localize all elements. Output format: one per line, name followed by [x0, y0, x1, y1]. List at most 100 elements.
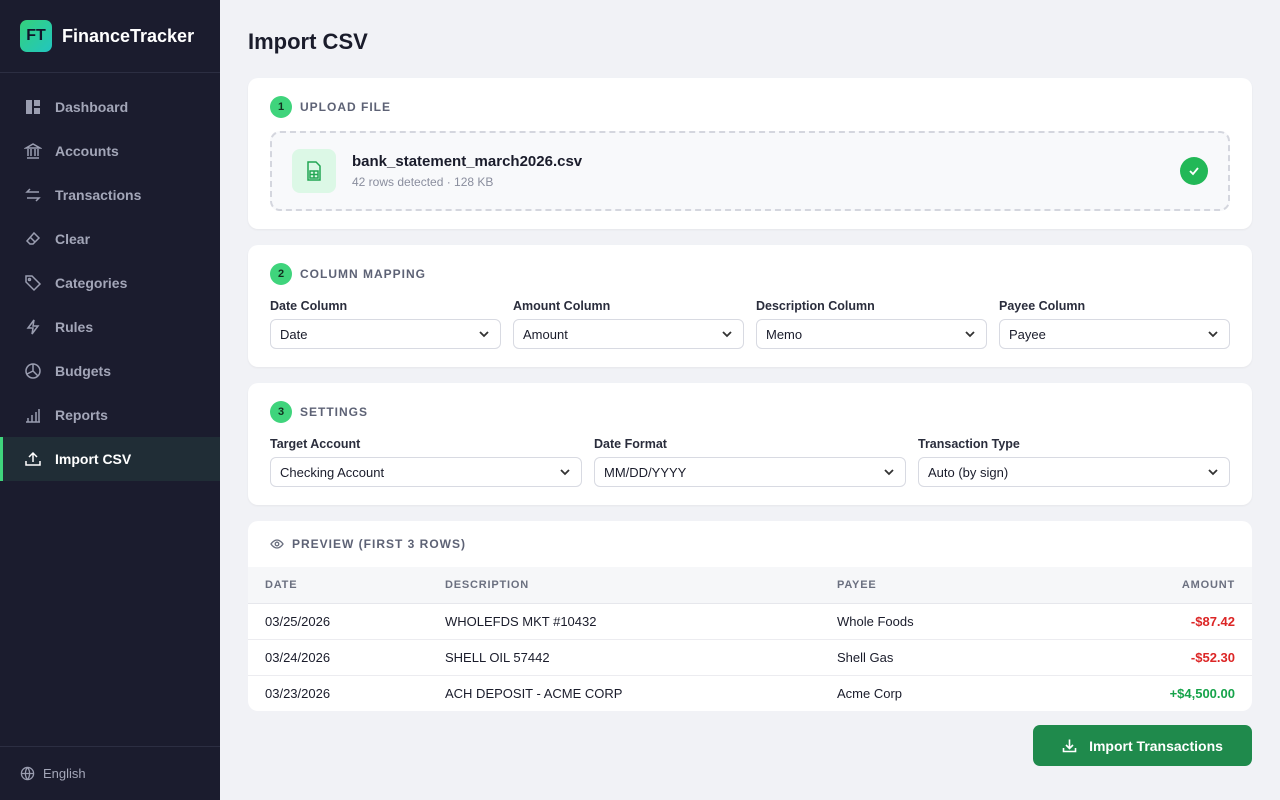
target-account-select[interactable]: Checking Account	[270, 457, 582, 487]
sidebar-item-label: Categories	[55, 275, 128, 291]
page-title: Import CSV	[248, 29, 368, 54]
column-header: PAYEE	[837, 567, 1037, 604]
spreadsheet-file-icon	[292, 149, 336, 193]
button-label: Import Transactions	[1089, 737, 1223, 754]
globe-icon	[20, 766, 35, 781]
preview-table: DATE DESCRIPTION PAYEE AMOUNT 03/25/2026…	[248, 567, 1252, 711]
cell-description: WHOLEFDS MKT #10432	[445, 603, 837, 640]
tag-icon	[25, 275, 42, 292]
sidebar-item-label: Transactions	[55, 187, 142, 203]
chevron-down-icon	[479, 331, 489, 338]
chevron-down-icon	[722, 331, 732, 338]
bank-icon	[24, 143, 42, 159]
sidebar-item-label: Rules	[55, 319, 94, 335]
amount-column-select[interactable]: Amount	[513, 319, 744, 349]
eye-icon	[270, 539, 284, 549]
select-value: Checking Account	[280, 464, 385, 480]
import-transactions-button[interactable]: Import Transactions	[1033, 725, 1252, 766]
sidebar-item-rules[interactable]: Rules	[0, 305, 220, 349]
sidebar-item-dashboard[interactable]: Dashboard	[0, 85, 220, 129]
chevron-down-icon	[1208, 331, 1218, 338]
language-label: English	[43, 766, 86, 781]
field-label: Payee Column	[999, 299, 1086, 313]
chevron-down-icon	[1208, 469, 1218, 476]
select-value: Payee	[1009, 326, 1046, 342]
sidebar-item-label: Dashboard	[55, 99, 129, 115]
sidebar-item-categories[interactable]: Categories	[0, 261, 220, 305]
cell-description: SHELL OIL 57442	[445, 639, 837, 676]
sidebar-nav: Dashboard Accounts Transactions Clear Ca…	[0, 73, 220, 481]
select-value: Date	[280, 326, 308, 342]
check-icon	[1180, 157, 1208, 185]
sidebar-item-clear[interactable]: Clear	[0, 217, 220, 261]
file-meta: 42 rows detected · 128 KB	[352, 175, 494, 189]
logo: FT	[20, 20, 52, 52]
date-format-select[interactable]: MM/DD/YYYY	[594, 457, 906, 487]
section-title: COLUMN MAPPING	[300, 267, 426, 281]
pie-icon	[25, 363, 41, 379]
arrows-icon	[25, 188, 41, 202]
table-row: 03/24/2026 SHELL OIL 57442 Shell Gas -$52.3…	[248, 639, 1252, 676]
sidebar-item-reports[interactable]: Reports	[0, 393, 220, 437]
payee-column-select[interactable]: Payee	[999, 319, 1230, 349]
cell-date: 03/23/2026	[265, 685, 331, 701]
section-title: SETTINGS	[300, 405, 369, 419]
select-value: Auto (by sign)	[928, 464, 1009, 480]
upload-icon	[25, 451, 41, 466]
preview-title: PREVIEW (FIRST 3 ROWS)	[292, 537, 467, 551]
column-header: DESCRIPTION	[445, 567, 837, 604]
cell-amount: +$4,500.00	[1169, 685, 1235, 701]
select-value: Memo	[766, 326, 803, 342]
sidebar-item-accounts[interactable]: Accounts	[0, 129, 220, 173]
upload-card: 1 UPLOAD FILE bank_statement_march2026.cs…	[248, 78, 1252, 229]
field-label: Transaction Type	[918, 437, 1020, 451]
select-value: Amount	[523, 326, 568, 342]
sidebar-item-label: Accounts	[55, 143, 119, 159]
cell-amount: -$52.30	[1036, 639, 1252, 676]
sidebar-item-label: Budgets	[55, 363, 111, 379]
sidebar-item-import-csv[interactable]: Import CSV	[0, 437, 220, 481]
cell-amount: -$87.42	[1036, 603, 1252, 640]
step-badge: 2	[270, 263, 292, 285]
bolt-icon	[26, 319, 40, 335]
field-label: Amount Column	[513, 299, 611, 313]
table-row: 03/23/2026 ACH DEPOSIT - ACME CORP Acme Co…	[248, 675, 1252, 711]
brand: FT FinanceTracker	[0, 0, 220, 73]
chevron-down-icon	[560, 469, 570, 476]
sidebar-item-transactions[interactable]: Transactions	[0, 173, 220, 217]
column-header: DATE	[248, 567, 445, 604]
select-value: MM/DD/YYYY	[604, 464, 687, 480]
file-name: bank_statement_march2026.csv	[352, 153, 583, 170]
settings-card: 3 SETTINGS Target Account Checking Account…	[248, 383, 1252, 505]
chevron-down-icon	[965, 331, 975, 338]
sidebar: FT FinanceTracker Dashboard Accounts Tra…	[0, 0, 220, 800]
date-column-select[interactable]: Date	[270, 319, 501, 349]
step-badge: 1	[270, 96, 292, 118]
field-label: Date Format	[594, 437, 667, 451]
step-badge: 3	[270, 401, 292, 423]
language-selector[interactable]: English	[0, 746, 220, 800]
column-header: AMOUNT	[1036, 567, 1252, 604]
sidebar-item-label: Reports	[55, 407, 108, 423]
cell-description: ACH DEPOSIT - ACME CORP	[445, 685, 623, 701]
cell-date: 03/24/2026	[248, 639, 445, 676]
main-content: Import CSV 1 UPLOAD FILE bank_statement_m…	[248, 0, 1252, 766]
cell-payee: Whole Foods	[837, 603, 1037, 640]
field-label: Description Column	[756, 299, 875, 313]
description-column-select[interactable]: Memo	[756, 319, 987, 349]
transaction-type-select[interactable]: Auto (by sign)	[918, 457, 1230, 487]
eraser-icon	[25, 231, 41, 245]
app-name: FinanceTracker	[62, 25, 195, 46]
file-dropzone[interactable]: bank_statement_march2026.csv 42 rows det…	[270, 131, 1230, 211]
sidebar-item-budgets[interactable]: Budgets	[0, 349, 220, 393]
preview-card: PREVIEW (FIRST 3 ROWS) DATE DESCRIPTION …	[248, 521, 1252, 711]
sidebar-item-label: Clear	[55, 231, 91, 247]
cell-date: 03/25/2026	[248, 603, 445, 640]
table-row: 03/25/2026 WHOLEFDS MKT #10432 Whole Foods…	[248, 603, 1252, 640]
download-icon	[1062, 739, 1077, 753]
bar-chart-icon	[26, 409, 40, 423]
column-mapping-card: 2 COLUMN MAPPING Date Column Date Amount C…	[248, 245, 1252, 367]
sidebar-item-label: Import CSV	[55, 451, 132, 467]
section-title: UPLOAD FILE	[300, 100, 391, 114]
field-label: Target Account	[270, 437, 361, 451]
